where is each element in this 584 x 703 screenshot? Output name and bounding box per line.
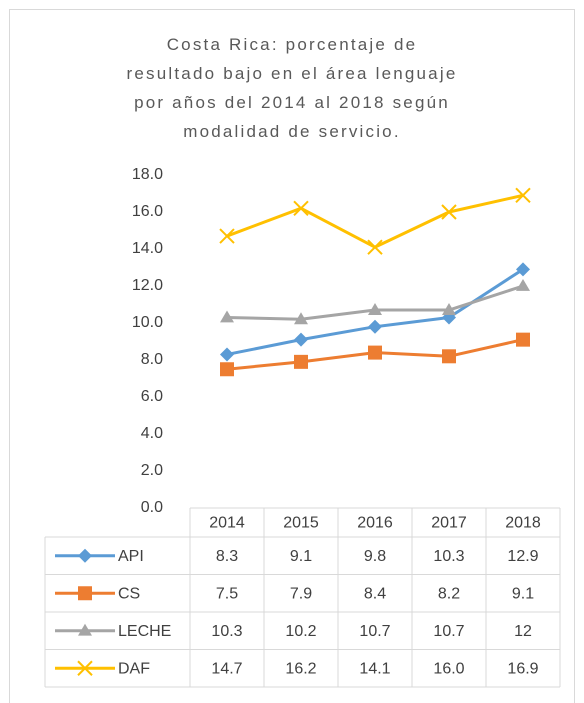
table-value: 8.2	[438, 585, 460, 602]
y-tick-label: 14.0	[132, 240, 163, 257]
marker	[368, 319, 382, 334]
table-value: 10.2	[285, 623, 316, 640]
marker	[516, 262, 530, 277]
marker	[516, 332, 530, 347]
table-value: 7.5	[216, 585, 238, 602]
table-value: 7.9	[290, 585, 312, 602]
legend-label: DAF	[118, 660, 150, 677]
marker	[368, 345, 382, 360]
y-tick-label: 6.0	[141, 388, 163, 405]
x-tick-label: 2016	[357, 515, 393, 532]
x-tick-label: 2017	[431, 515, 467, 532]
table-value: 9.1	[290, 548, 312, 565]
marker	[78, 586, 92, 601]
marker	[78, 548, 92, 563]
marker	[516, 279, 530, 291]
y-tick-label: 12.0	[132, 277, 163, 294]
marker	[78, 623, 92, 636]
marker	[220, 362, 234, 377]
marker	[442, 349, 456, 364]
table-value: 9.1	[512, 585, 534, 602]
x-tick-label: 2018	[505, 515, 541, 532]
chart-border	[9, 9, 575, 703]
legend-label: LECHE	[118, 623, 171, 640]
legend-label: API	[118, 548, 144, 565]
chart-title: Costa Rica: porcentaje de resultado bajo…	[126, 35, 458, 141]
marker	[220, 347, 234, 362]
marker	[294, 332, 308, 347]
table-value: 16.0	[433, 660, 464, 677]
table-value: 16.9	[507, 660, 538, 677]
marker	[220, 310, 234, 323]
table-value: 8.4	[364, 585, 386, 602]
marker	[368, 303, 382, 315]
y-tick-label: 10.0	[132, 314, 163, 331]
marker	[219, 228, 235, 244]
table-value: 12	[514, 623, 532, 640]
table-value: 10.3	[211, 623, 242, 640]
series-line	[226, 193, 524, 249]
marker	[515, 187, 531, 204]
marker	[442, 303, 456, 315]
y-tick-label: 8.0	[141, 351, 163, 368]
table-value: 14.1	[359, 660, 390, 677]
marker	[367, 239, 383, 255]
table-value: 12.9	[507, 548, 538, 565]
table-value: 10.7	[359, 623, 390, 640]
y-tick-label: 2.0	[141, 462, 163, 479]
table-value: 9.8	[364, 548, 386, 565]
table-value: 10.7	[433, 623, 464, 640]
x-tick-label: 2015	[283, 515, 319, 532]
x-tick-label: 2014	[209, 515, 245, 532]
marker	[293, 200, 309, 217]
legend-label: CS	[118, 585, 140, 602]
marker	[441, 204, 457, 220]
table-value: 8.3	[216, 548, 238, 565]
y-tick-label: 4.0	[141, 425, 163, 442]
table-value: 10.3	[433, 548, 464, 565]
y-tick-label: 16.0	[132, 203, 163, 220]
table-value: 14.7	[211, 660, 242, 677]
y-tick-label: 0.0	[141, 499, 163, 516]
marker	[294, 354, 308, 369]
marker	[294, 312, 308, 325]
table-value: 16.2	[285, 660, 316, 677]
y-tick-label: 18.0	[132, 166, 163, 183]
marker	[77, 660, 93, 676]
